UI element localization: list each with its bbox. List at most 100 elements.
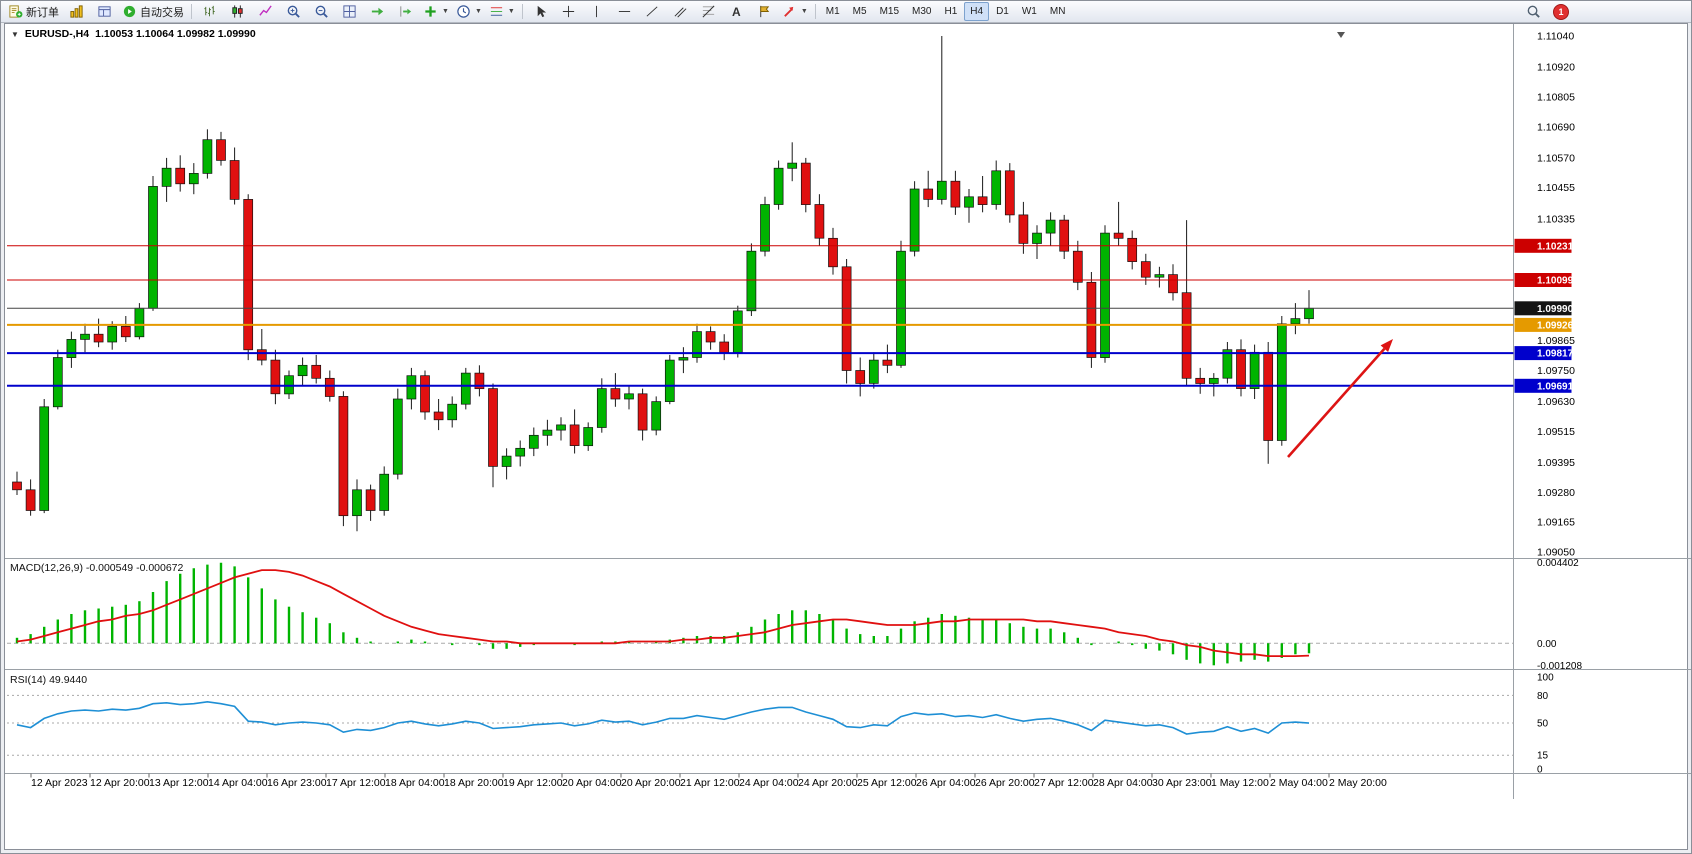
zoom-out-icon	[315, 5, 328, 18]
one-click-trading-toggle[interactable]: ▼	[11, 29, 19, 39]
arrow-annotation[interactable]	[1287, 339, 1393, 458]
chevron-down-icon: ▼	[442, 8, 449, 15]
profiles-button[interactable]	[91, 1, 118, 22]
timeframe-button-mn[interactable]: MN	[1049, 6, 1066, 17]
autotrading-button[interactable]: 自动交易	[119, 1, 187, 22]
text-tool-button[interactable]: A	[723, 1, 750, 22]
price-tick-label: 1.09630	[1537, 396, 1575, 408]
new-order-icon	[9, 5, 23, 18]
macd-pane[interactable]	[7, 562, 1514, 666]
text-tool-icon: A	[731, 4, 741, 19]
price-tick-label: 1.10920	[1537, 62, 1575, 74]
price-tick-label: 1.10570	[1537, 152, 1575, 164]
timeframe-button-h1[interactable]: H1	[944, 6, 958, 17]
arrow-shape-icon	[783, 6, 794, 17]
timeframe-button-m15[interactable]: M15	[879, 6, 900, 17]
vertical-line-tool-button[interactable]	[583, 1, 610, 22]
rsi-indicator-label: RSI(14) 49.9440	[10, 674, 88, 686]
timeframe-button-m5[interactable]: M5	[852, 6, 867, 17]
time-axis-label: 13 Apr 12:00	[149, 777, 209, 789]
chart-canvas[interactable]: 1.11040 1.10920 1.10805 1.10690 1.10570 1.104…	[5, 24, 1691, 814]
chart-shift-icon	[400, 6, 412, 17]
macd-axis-label: -0.001208	[1537, 661, 1582, 672]
price-tick-label: 1.09395	[1537, 457, 1575, 469]
chart-shift-marker[interactable]	[1337, 32, 1345, 38]
zoom-in-button[interactable]	[280, 1, 307, 22]
candles-view-button[interactable]	[224, 1, 251, 22]
price-badge-label: 1.09990	[1537, 304, 1574, 315]
time-axis-label: 27 Apr 12:00	[1034, 777, 1094, 789]
crosshair-tool-button[interactable]	[555, 1, 582, 22]
price-badge	[1514, 346, 1572, 361]
trendline-tool-button[interactable]	[639, 1, 666, 22]
autotrading-icon	[123, 5, 136, 18]
notification-badge[interactable]: 1	[1553, 3, 1569, 20]
label-tool-button[interactable]	[751, 1, 778, 22]
macd-axis-label: 0.00	[1537, 639, 1557, 650]
periods-button[interactable]: ▼	[453, 1, 485, 22]
fibonacci-tool-button[interactable]	[695, 1, 722, 22]
auto-scroll-button[interactable]	[364, 1, 391, 22]
chevron-down-icon: ▼	[507, 8, 515, 15]
rsi-pane[interactable]	[7, 694, 1514, 756]
timeframe-button-m1[interactable]: M1	[825, 6, 840, 17]
time-scale[interactable]: 12 Apr 2023 12 Apr 20:00 13 Apr 12:00 14 Ap…	[30, 773, 1387, 790]
price-tick-label: 1.10805	[1537, 91, 1575, 103]
toolbar-separator	[521, 4, 523, 19]
price-tick-label: 1.10690	[1537, 121, 1575, 133]
horizontal-line-tool-button[interactable]	[611, 1, 638, 22]
templates-button[interactable]: ▼	[486, 1, 518, 22]
cursor-icon	[537, 5, 546, 18]
line-chart-icon	[259, 5, 272, 16]
zoom-in-icon	[287, 5, 300, 18]
rsi-axis-label: 100	[1537, 673, 1554, 684]
timeframe-button-w1[interactable]: W1	[1021, 6, 1037, 17]
new-order-button[interactable]: 新订单	[5, 1, 62, 22]
time-axis-label: 16 Apr 23:00	[267, 777, 327, 789]
macd-axis-label: 0.004402	[1537, 558, 1579, 569]
tile-windows-button[interactable]	[336, 1, 363, 22]
search-button[interactable]	[1520, 1, 1547, 22]
chevron-down-icon: ▼	[474, 8, 482, 15]
chart-title: ▼ EURUSD-,H4 1.10053 1.10064 1.09982 1.0…	[11, 28, 256, 40]
time-axis-label: 18 Apr 20:00	[444, 777, 504, 789]
toolbar-separator	[814, 4, 816, 19]
price-badge	[1514, 378, 1572, 393]
auto-scroll-icon	[371, 7, 384, 16]
charts-toolbar-button[interactable]	[63, 1, 90, 22]
toolbar-separator	[191, 4, 192, 19]
indicators-button[interactable]: ▼	[420, 1, 452, 22]
search-icon	[1527, 5, 1540, 18]
price-scale[interactable]: 1.11040 1.10920 1.10805 1.10690 1.10570 1.104…	[1514, 31, 1583, 776]
arrows-tool-button[interactable]: ▼	[779, 1, 811, 22]
zoom-out-button[interactable]	[308, 1, 335, 22]
time-axis-label: 1 May 12:00	[1211, 777, 1269, 789]
chart-shift-button[interactable]	[392, 1, 419, 22]
tile-windows-icon	[343, 5, 356, 18]
candlesticks[interactable]	[12, 36, 1314, 532]
time-axis-label: 25 Apr 12:00	[857, 777, 917, 789]
time-axis-label: 20 Apr 04:00	[562, 777, 622, 789]
rsi-axis-label: 15	[1537, 751, 1549, 762]
time-axis-label: 12 Apr 2023	[31, 777, 88, 789]
timeframe-button-d1[interactable]: D1	[996, 6, 1009, 17]
time-axis-label: 24 Apr 20:00	[798, 777, 858, 789]
timeframe-button-h4[interactable]: H4	[964, 2, 990, 21]
cursor-tool-button[interactable]	[527, 1, 554, 22]
channel-tool-button[interactable]	[667, 1, 694, 22]
time-axis-label: 12 Apr 20:00	[90, 777, 150, 789]
time-axis-label: 30 Apr 23:00	[1152, 777, 1212, 789]
time-axis-label: 26 Apr 04:00	[916, 777, 976, 789]
line-view-button[interactable]	[252, 1, 279, 22]
crosshair-icon	[562, 5, 574, 18]
horizontal-level-lines[interactable]	[7, 245, 1514, 387]
chart-window: 1.11040 1.10920 1.10805 1.10690 1.10570 1.104…	[4, 23, 1691, 850]
time-axis-label: 19 Apr 12:00	[503, 777, 563, 789]
timeframe-button-m30[interactable]: M30	[912, 6, 932, 17]
time-axis-label: 21 Apr 12:00	[680, 777, 740, 789]
price-badge	[1514, 238, 1572, 253]
clock-icon	[457, 5, 470, 18]
candlestick-icon	[232, 5, 243, 18]
bars-view-button[interactable]	[196, 1, 223, 22]
